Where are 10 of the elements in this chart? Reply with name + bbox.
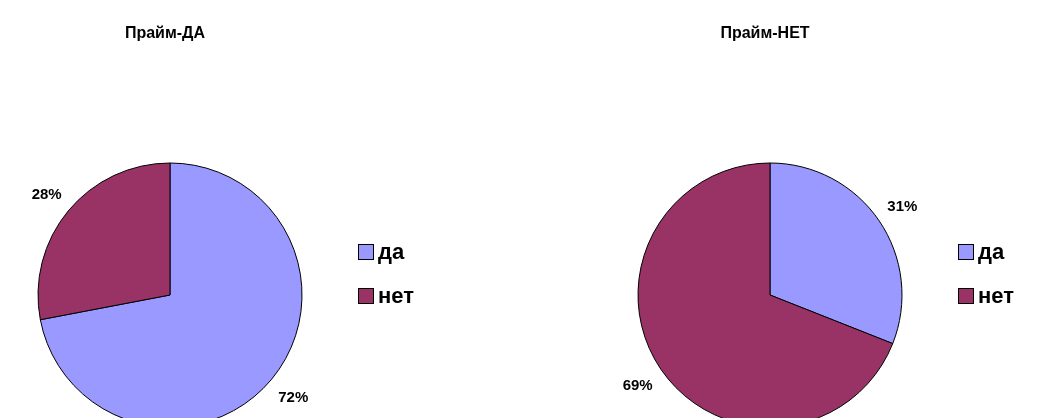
legend-label: да [378,239,405,265]
legend-label: да [978,239,1005,265]
chart-title: Прайм-ДА [123,24,207,42]
legend-label: нет [978,283,1015,309]
data-label: 69% [622,376,653,394]
legend-label: нет [378,283,415,309]
chart-title: Прайм-НЕТ [719,24,811,42]
data-label: 31% [887,196,918,214]
data-label: 28% [31,184,62,202]
data-label: 72% [278,388,309,406]
